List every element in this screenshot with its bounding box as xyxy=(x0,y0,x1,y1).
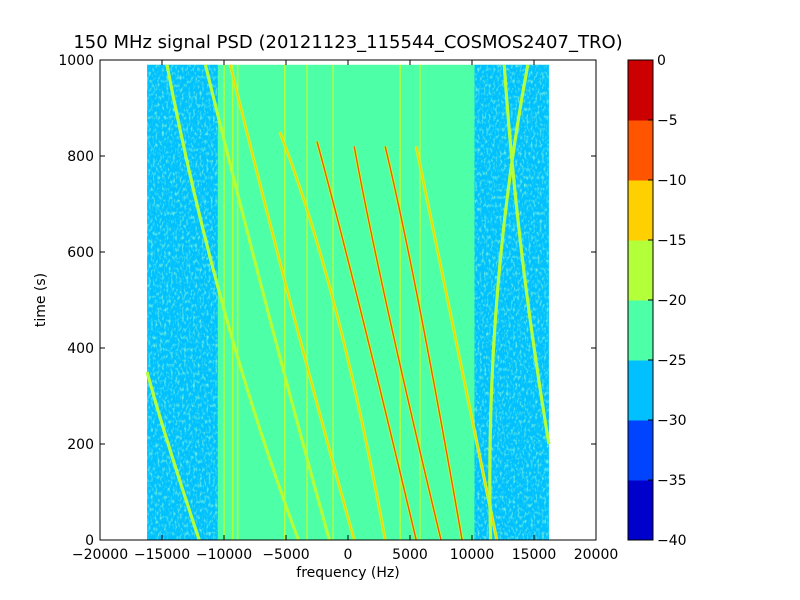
chart-title: 150 MHz signal PSD (20121123_115544_COSM… xyxy=(73,32,622,53)
x-tick-label: 0 xyxy=(344,547,353,563)
x-tick-label: 15000 xyxy=(512,547,557,563)
colorbar-segment xyxy=(628,120,653,181)
plot-area xyxy=(145,64,551,541)
colorbar-segment xyxy=(628,240,653,301)
y-axis: 0 200 400 600 800 1000 xyxy=(58,53,596,549)
x-tick-label: 10000 xyxy=(450,547,495,563)
colorbar-segment xyxy=(628,420,653,481)
doppler-trace xyxy=(503,64,550,445)
x-tick-label: −20000 xyxy=(72,547,128,563)
doppler-trace xyxy=(166,64,300,541)
x-tick-label: 5000 xyxy=(392,547,428,563)
y-tick-label: 600 xyxy=(67,245,94,261)
x-axis-label: frequency (Hz) xyxy=(296,565,399,581)
colorbar-tick-label: −25 xyxy=(657,353,687,369)
y-tick-label: 800 xyxy=(67,149,94,165)
noise-band-speckle xyxy=(474,64,549,541)
y-tick-label: 200 xyxy=(67,437,94,453)
y-axis-label: time (s) xyxy=(33,273,49,327)
colorbar-segment xyxy=(628,360,653,421)
doppler-trace xyxy=(229,64,355,541)
doppler-trace xyxy=(204,64,331,541)
doppler-trace xyxy=(279,131,386,541)
x-tick-label: 20000 xyxy=(574,547,619,563)
doppler-trace xyxy=(316,141,417,541)
x-tick-label: −10000 xyxy=(196,547,252,563)
x-axis: −20000 −15000 −10000 −5000 0 5000 10000 15000 20… xyxy=(72,60,618,563)
doppler-trace xyxy=(489,64,529,541)
colorbar-segment xyxy=(628,300,653,361)
y-tick-label: 0 xyxy=(85,533,94,549)
colorbar-tick-label: −20 xyxy=(657,293,687,309)
colorbar-tick-label: −30 xyxy=(657,413,687,429)
colorbar: −40 −35 −30 −25 −20 −15 −10 −5 0 xyxy=(627,53,687,549)
doppler-trace xyxy=(415,146,498,541)
colorbar-segment xyxy=(628,480,653,541)
colorbar-segment xyxy=(628,60,653,121)
colorbar-tick-label: −10 xyxy=(657,173,687,189)
x-tick-label: −15000 xyxy=(134,547,190,563)
y-tick-label: 1000 xyxy=(58,53,94,69)
x-tick-label: −5000 xyxy=(262,547,309,563)
y-tick-label: 400 xyxy=(67,341,94,357)
doppler-trace xyxy=(146,371,200,541)
colorbar-tick-label: −5 xyxy=(657,113,678,129)
colorbar-tick-label: 0 xyxy=(657,53,666,69)
doppler-trace xyxy=(353,146,442,541)
colorbar-segment xyxy=(628,180,653,241)
colorbar-tick-label: −40 xyxy=(657,533,687,549)
colorbar-tick-label: −35 xyxy=(657,473,687,489)
doppler-trace xyxy=(384,146,463,541)
colorbar-tick-label: −15 xyxy=(657,233,687,249)
